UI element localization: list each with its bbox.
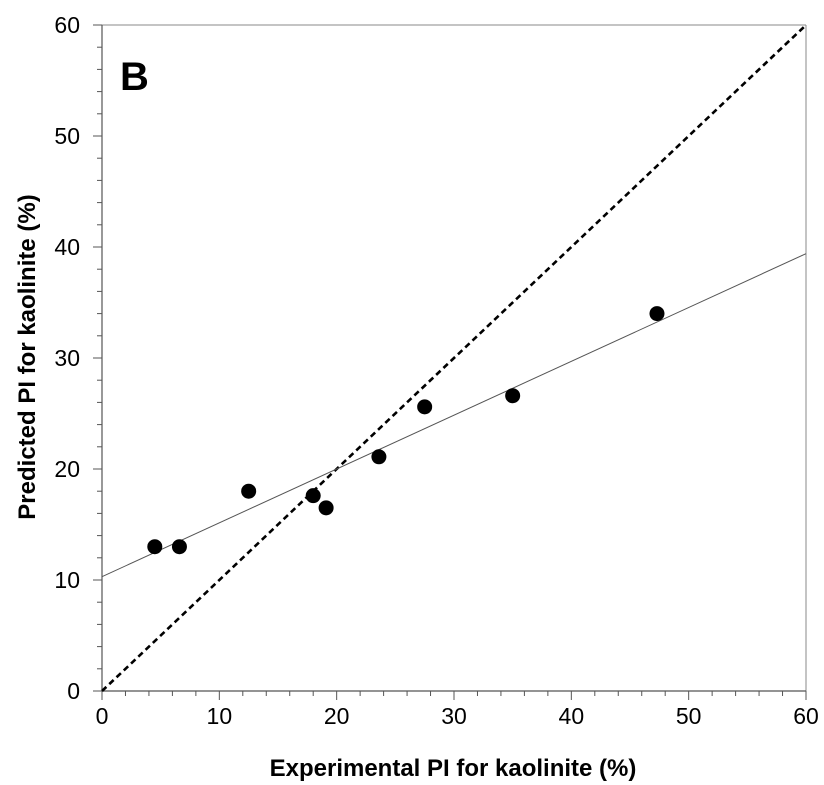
y-tick-label: 30: [54, 345, 80, 371]
x-tick-label: 20: [324, 703, 350, 729]
data-point: [318, 500, 334, 516]
x-tick-label: 60: [793, 703, 819, 729]
x-tick-label: 0: [96, 703, 109, 729]
data-point: [417, 399, 433, 415]
y-tick-label: 50: [54, 123, 80, 149]
data-point: [649, 306, 665, 322]
panel-label: B: [120, 55, 149, 99]
x-tick-label: 40: [559, 703, 585, 729]
data-point: [305, 488, 321, 504]
x-tick-label: 10: [207, 703, 233, 729]
y-axis-title: Predicted PI for kaolinite (%): [14, 194, 41, 519]
y-tick-label: 0: [67, 678, 80, 704]
data-point: [371, 449, 387, 465]
y-tick-label: 10: [54, 567, 80, 593]
x-tick-label: 30: [441, 703, 467, 729]
y-tick-label: 60: [54, 12, 80, 38]
data-point: [147, 539, 163, 555]
y-tick-label: 40: [54, 234, 80, 260]
data-point: [241, 483, 257, 499]
y-tick-label: 20: [54, 456, 80, 482]
x-tick-label: 50: [676, 703, 702, 729]
data-point: [171, 539, 187, 555]
x-axis-title: Experimental PI for kaolinite (%): [270, 755, 637, 782]
identity-line: [101, 24, 807, 692]
trend-line: [101, 253, 807, 578]
data-point: [505, 388, 521, 404]
